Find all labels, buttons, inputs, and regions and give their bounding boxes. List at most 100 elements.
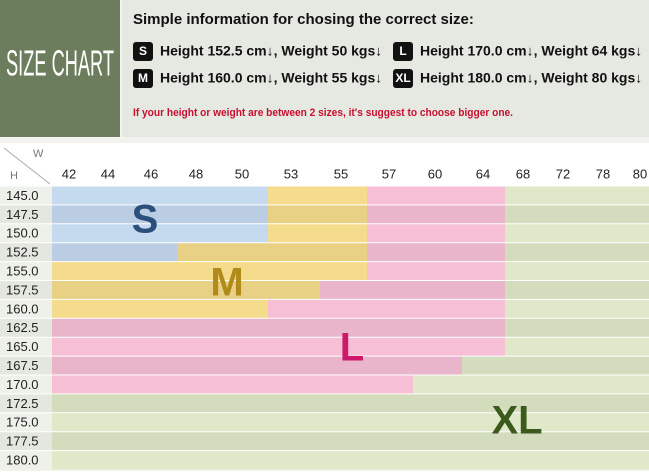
height-label: 147.5 <box>6 207 39 222</box>
row-stripe <box>367 204 505 224</box>
row-label-cell <box>0 318 52 338</box>
size-cell <box>268 186 367 205</box>
size-cell <box>505 223 649 243</box>
row-stripe <box>268 204 367 224</box>
info-title: Simple information for chosing the corre… <box>133 11 474 28</box>
size-cell <box>52 204 268 224</box>
size-cell <box>505 280 649 300</box>
logo: SIZE CHART <box>6 43 114 84</box>
row-label-cell <box>0 412 52 432</box>
corner-h: H <box>10 170 18 182</box>
row-stripe <box>320 280 505 300</box>
row-stripe <box>177 242 367 262</box>
row-stripe <box>52 431 649 451</box>
row-label-cell <box>0 261 52 281</box>
size-cell <box>367 223 505 243</box>
table-header <box>0 143 649 186</box>
region-label: L <box>340 326 364 370</box>
height-label: 145.0 <box>6 188 39 203</box>
size-cell <box>505 261 649 281</box>
height-label: 152.5 <box>6 245 39 260</box>
height-label: 180.0 <box>6 452 39 467</box>
size-cell <box>52 337 505 357</box>
size-cell <box>52 431 649 451</box>
row-label-cell <box>0 223 52 243</box>
size-cell <box>413 375 649 394</box>
row-stripe <box>505 280 649 300</box>
size-code: L <box>399 44 406 58</box>
row-stripe <box>52 393 649 413</box>
region-label: S <box>132 198 159 242</box>
height-label: 170.0 <box>6 377 39 392</box>
size-text: Height 180.0 cm↓, Weight 80 kgs↓ <box>420 70 642 86</box>
size-cell <box>505 186 649 205</box>
row-label-cell <box>0 299 52 319</box>
region-label: XL <box>491 399 542 443</box>
height-label: 172.5 <box>6 396 39 411</box>
size-cell <box>505 299 649 319</box>
row-label-cell <box>0 393 52 413</box>
size-cell <box>268 299 505 319</box>
size-icon <box>393 69 413 88</box>
size-cell <box>505 242 649 262</box>
size-cell <box>52 186 268 205</box>
height-label: 155.0 <box>6 263 39 278</box>
region-label: M <box>210 261 243 305</box>
weight-label: 68 <box>516 166 530 181</box>
size-cell <box>52 280 320 300</box>
size-cell <box>52 223 268 243</box>
size-cell <box>52 412 649 432</box>
height-label: 160.0 <box>6 301 39 316</box>
size-cell <box>367 261 505 281</box>
height-label: 162.5 <box>6 320 39 335</box>
height-label: 150.0 <box>6 226 39 241</box>
row-stripe <box>367 242 505 262</box>
size-code: XL <box>395 71 410 85</box>
weight-label: 64 <box>476 166 490 181</box>
size-cell <box>52 299 268 319</box>
size-icon <box>133 42 153 61</box>
size-cell <box>52 393 649 413</box>
size-cell <box>52 356 462 375</box>
row-stripe <box>52 318 505 338</box>
row-stripe <box>52 280 320 300</box>
info-panel <box>122 0 649 137</box>
size-cell <box>367 204 505 224</box>
height-label: 157.5 <box>6 282 39 297</box>
size-code: S <box>139 44 147 58</box>
weight-label: 44 <box>101 166 115 181</box>
weight-label: 46 <box>144 166 158 181</box>
row-label-cell <box>0 450 52 470</box>
row-stripe <box>52 204 268 224</box>
row-stripe <box>462 356 649 375</box>
height-label: 165.0 <box>6 339 39 354</box>
weight-label: 50 <box>235 166 249 181</box>
weight-label: 80 <box>633 166 647 181</box>
corner-w: W <box>33 148 44 160</box>
size-text: Height 170.0 cm↓, Weight 64 kgs↓ <box>420 43 642 59</box>
size-cell <box>177 242 367 262</box>
weight-label: 53 <box>284 166 298 181</box>
size-cell <box>320 280 505 300</box>
row-label-cell <box>0 337 52 357</box>
row-label-cell <box>0 204 52 224</box>
size-icon <box>133 69 153 88</box>
row-stripe <box>505 242 649 262</box>
weight-label: 60 <box>428 166 442 181</box>
height-label: 177.5 <box>6 434 39 449</box>
size-text: Height 160.0 cm↓, Weight 55 kgs↓ <box>160 70 382 86</box>
row-label-cell <box>0 242 52 262</box>
corner-diagonal <box>3 147 51 185</box>
weight-label: 48 <box>189 166 203 181</box>
weight-label: 55 <box>334 166 348 181</box>
size-cell <box>367 242 505 262</box>
height-label: 167.5 <box>6 358 39 373</box>
row-label-cell <box>0 280 52 300</box>
size-cell <box>505 337 649 357</box>
size-icon <box>393 42 413 61</box>
weight-label: 78 <box>596 166 610 181</box>
grid: 145.0 147.5 150.0 152.5 155.0 157.5 160.0 162.5… <box>0 166 649 470</box>
row-label-cell <box>0 431 52 451</box>
